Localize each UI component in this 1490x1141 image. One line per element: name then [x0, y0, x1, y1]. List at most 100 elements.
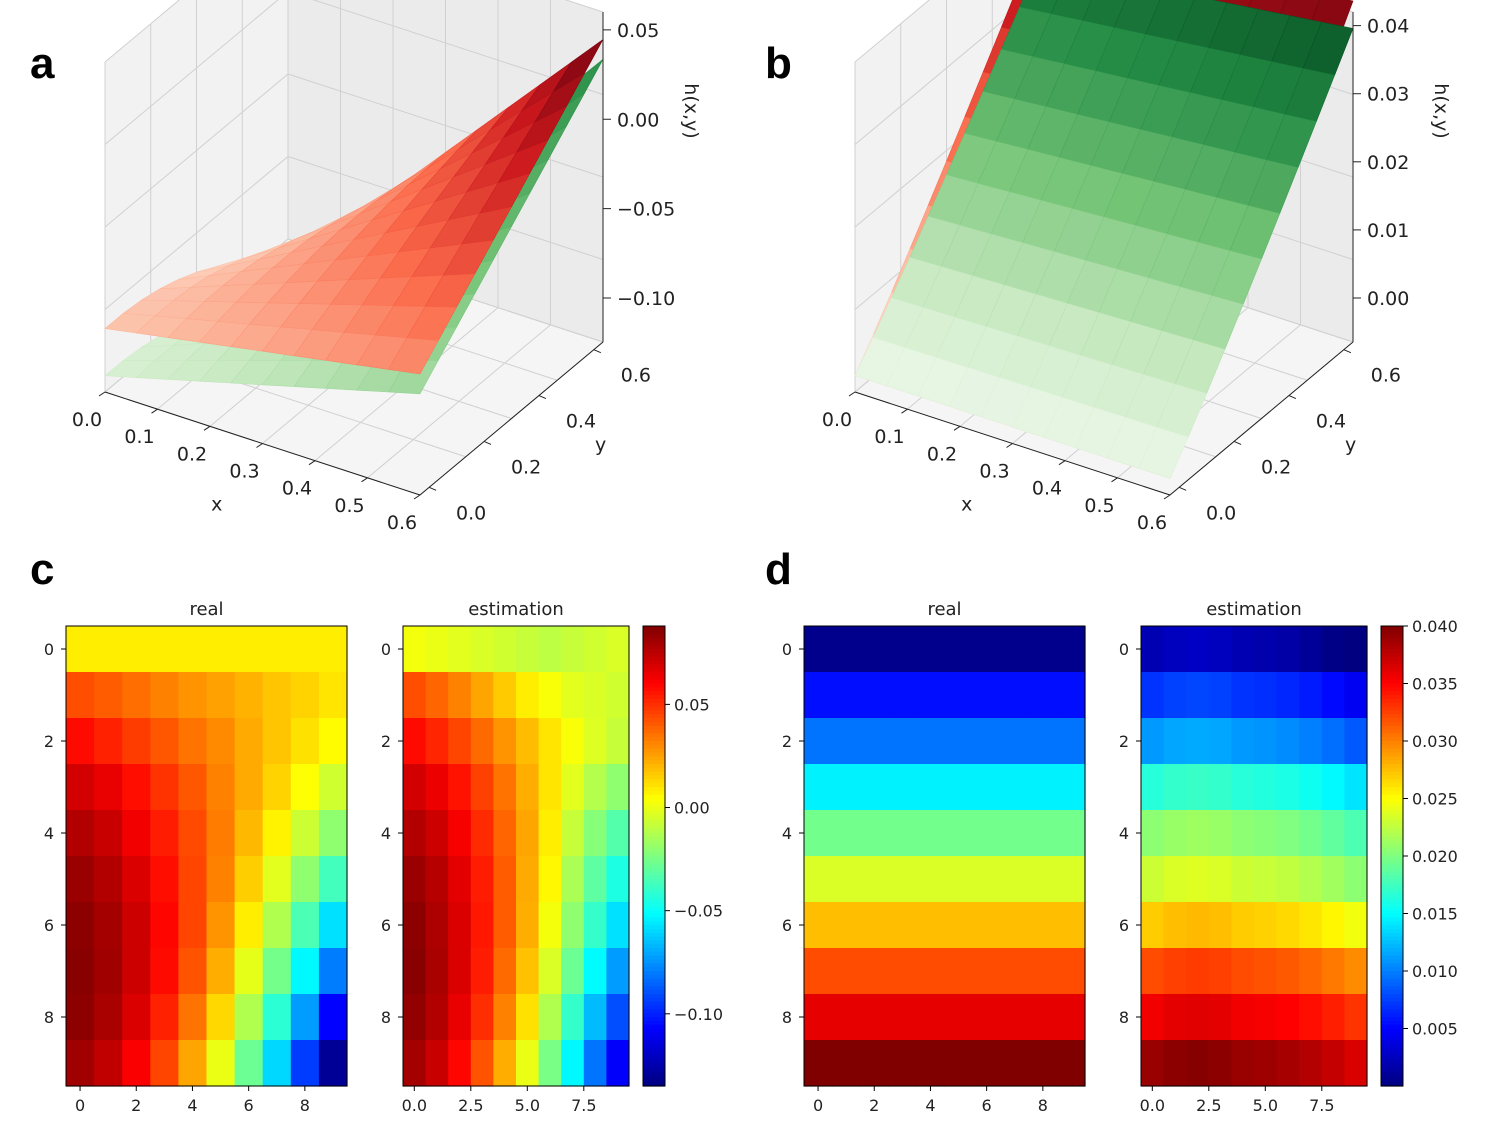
heatmap-cell [1163, 948, 1187, 995]
colorbar-segment [1381, 729, 1403, 734]
heatmap-cell [832, 626, 861, 673]
colorbar-tick-label: 0.05 [674, 695, 710, 714]
heatmap-cell [150, 626, 179, 673]
colorbar-segment [1381, 978, 1403, 984]
colorbar-segment [1381, 656, 1403, 662]
heatmap-cell [206, 948, 236, 995]
x-tick-label: 4 [187, 1096, 197, 1115]
heatmap-cell [403, 718, 427, 765]
heatmap-cell [1321, 626, 1345, 673]
heatmap-cell [66, 902, 95, 949]
heatmap-cell [66, 810, 95, 857]
colorbar-segment [643, 1043, 665, 1049]
heatmap-cell [1254, 810, 1278, 857]
heatmap-cell [1028, 994, 1058, 1041]
colorbar-segment [1381, 1009, 1403, 1014]
colorbar-segment [1381, 882, 1403, 888]
heatmap-cell [804, 994, 833, 1041]
heatmap-cell [804, 718, 833, 765]
heatmap-cell [1163, 1040, 1187, 1087]
colorbar-segment [1381, 967, 1403, 972]
y-tick-mark [1288, 395, 1297, 400]
colorbar-segment [1381, 994, 1403, 999]
heatmap-cell [403, 810, 427, 857]
heatmap-cell [470, 1040, 494, 1087]
heatmap-cell [1321, 902, 1345, 949]
colorbar-segment [643, 836, 665, 842]
heatmap-cell [888, 948, 917, 995]
colorbar-segment [643, 725, 665, 731]
colorbar-segment [643, 994, 665, 999]
heatmap-cell [470, 948, 494, 995]
colorbar-segment [1381, 1063, 1403, 1068]
z-tick-label: 0.05 [617, 20, 659, 42]
colorbar-segment [643, 917, 665, 922]
heatmap-cell [122, 626, 151, 673]
heatmap-cell [206, 994, 236, 1041]
heatmap-cell [860, 764, 889, 811]
y-tick-label: 6 [1119, 916, 1129, 935]
heatmap-cell [944, 902, 974, 949]
heatmap-cell [516, 994, 540, 1041]
x-tick-label: 2 [131, 1096, 141, 1115]
heatmap-cell [66, 718, 95, 765]
heatmap-cell [583, 994, 607, 1041]
colorbar-segment [1381, 863, 1403, 869]
colorbar-segment [1381, 679, 1403, 685]
heatmap-cell [804, 810, 833, 857]
colorbar-segment [643, 902, 665, 907]
heatmap-cell [470, 672, 494, 719]
heatmap-cell [583, 1040, 607, 1087]
heatmap-cell [318, 994, 348, 1041]
x-tick-mark [1006, 443, 1013, 448]
heatmap-cell [470, 856, 494, 903]
colorbar-segment [643, 660, 665, 665]
colorbar-segment [1381, 1047, 1403, 1053]
heatmap-cell [1141, 856, 1165, 903]
heatmap-cell [804, 672, 833, 719]
heatmap-cell [178, 718, 208, 765]
colorbar-segment [1381, 997, 1403, 1003]
heatmap-cell [538, 626, 562, 673]
colorbar-segment [1381, 856, 1403, 861]
heatmap-cell [1186, 994, 1210, 1041]
z-tick-label: −0.10 [617, 288, 675, 310]
heatmap-cell [1000, 994, 1030, 1041]
heatmap-frame [1140, 625, 1368, 1087]
colorbar-segment [643, 997, 665, 1003]
colorbar-segment [643, 675, 665, 681]
heatmap-cell [1056, 672, 1086, 719]
heatmap-cell [606, 626, 630, 673]
heatmap-cell [425, 718, 449, 765]
colorbar-segment [1381, 833, 1403, 838]
heatmap-title: real [927, 599, 961, 620]
heatmap-cell [1231, 948, 1255, 995]
heatmap-cell [1056, 856, 1086, 903]
heatmap-cell [516, 902, 540, 949]
y-tick-label: 2 [44, 732, 54, 751]
heatmap-cell [944, 856, 974, 903]
heatmap-cell [234, 626, 264, 673]
colorbar-segment [643, 649, 665, 654]
colorbar-segment [643, 729, 665, 734]
heatmap-cell [583, 810, 607, 857]
colorbar-segment [1381, 718, 1403, 723]
y-tick-label: 0.6 [1371, 365, 1401, 387]
heatmap-cell [561, 948, 585, 995]
heatmap-cell [262, 672, 292, 719]
heatmap-cell [1056, 1040, 1086, 1087]
heatmap-cell [888, 994, 917, 1041]
heatmap-cell [1231, 764, 1255, 811]
heatmap-cell [1254, 672, 1278, 719]
panel-label-a: a [30, 39, 55, 88]
colorbar-segment [643, 641, 665, 646]
colorbar-segment [1381, 1013, 1403, 1018]
heatmap-cell [1254, 902, 1278, 949]
heatmap-cell [1000, 902, 1030, 949]
colorbar-segment [1381, 1020, 1403, 1026]
heatmap-cell [94, 948, 123, 995]
heatmap-cell [1028, 856, 1058, 903]
heatmap-cell [916, 856, 946, 903]
colorbar-segment [643, 817, 665, 823]
